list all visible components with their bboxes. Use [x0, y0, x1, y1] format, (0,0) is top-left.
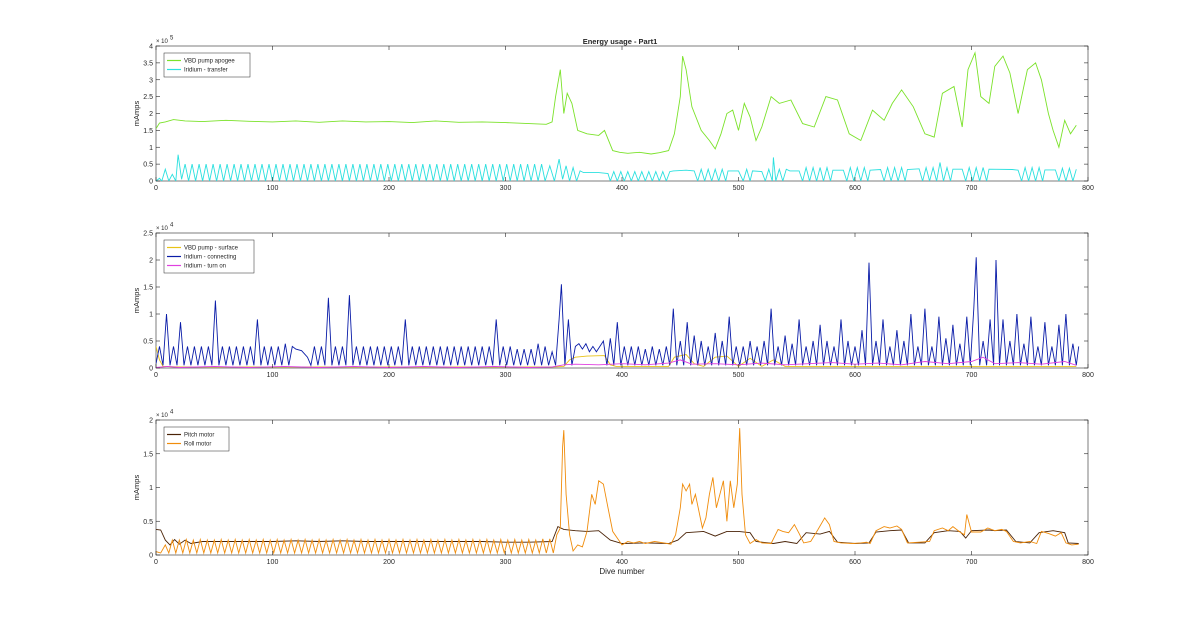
x-tick-label: 0 [154, 372, 158, 379]
y-tick-label: 1.5 [143, 128, 153, 135]
series-line-vbd-pump-apogee [156, 51, 1077, 155]
y-tick-label: 1.5 [143, 285, 153, 292]
y-tick-label: 0.5 [143, 162, 153, 169]
y-tick-label: 0 [149, 366, 153, 373]
plot-panel-3: 0 100 200 300 400 500 600 700 800 0 0.5 1 1.5 2× 104 m… [132, 410, 1094, 577]
y-axis-label: mAmps [132, 101, 141, 127]
axes-box [155, 419, 1089, 556]
y-tick-label: 2 [149, 111, 153, 118]
y-tick-label: 1 [149, 312, 153, 319]
y-tick-label: 2.5 [143, 94, 153, 101]
legend-label: Roll motor [184, 442, 211, 448]
figure-title: Energy usage - Part1 [583, 37, 658, 46]
x-tick-label: 0 [154, 185, 158, 192]
legend-label: VBD pump apogee [184, 59, 235, 65]
series-line-iridium-transfer [156, 154, 1077, 181]
series-line-iridium-turn-on [156, 356, 1077, 368]
x-tick-label: 500 [733, 185, 745, 192]
y-tick-label: 1 [149, 485, 153, 492]
legend-box [163, 426, 230, 452]
x-tick-label: 300 [500, 372, 512, 379]
x-tick-label: 400 [616, 559, 628, 566]
y-axis-multiplier-exponent: 4 [170, 223, 174, 229]
x-tick-label: 800 [1082, 559, 1094, 566]
x-tick-label: 100 [267, 372, 279, 379]
y-tick-label: 2.5 [143, 231, 153, 238]
y-tick-label: 3.5 [143, 60, 153, 67]
series-line-roll-motor [156, 428, 1079, 555]
x-tick-label: 600 [849, 372, 861, 379]
legend-label: Pitch motor [184, 433, 214, 439]
y-axis-label: mAmps [132, 475, 141, 501]
axes-box [155, 45, 1089, 182]
x-tick-label: 200 [383, 185, 395, 192]
legend-label: Iridium - connecting [184, 255, 236, 261]
y-axis-label: mAmps [132, 288, 141, 314]
y-tick-label: 0 [149, 179, 153, 186]
x-axis-label: Dive number [599, 567, 645, 576]
y-tick-label: 0.5 [143, 519, 153, 526]
plot-panel-2: 0 100 200 300 400 500 600 700 800 0 0.5 1 1.5 2 2.5× 1… [132, 223, 1094, 380]
legend-label: Iridium - turn on [184, 264, 226, 270]
legend-label: Iridium - transfer [184, 68, 228, 74]
series-line-iridium-connecting [156, 257, 1080, 367]
y-tick-label: 0.5 [143, 339, 153, 346]
x-tick-label: 700 [966, 559, 978, 566]
y-tick-label: 2 [149, 418, 153, 425]
x-tick-label: 100 [267, 559, 279, 566]
x-tick-label: 400 [616, 372, 628, 379]
plot-panel-1: 0 100 200 300 400 500 600 700 800 0 0.5 1 1.5 2 2.5 3 3.… [132, 36, 1094, 193]
y-axis-multiplier: × 10 [156, 413, 169, 419]
x-tick-label: 700 [966, 372, 978, 379]
x-tick-label: 700 [966, 185, 978, 192]
x-tick-label: 800 [1082, 185, 1094, 192]
axes-box [155, 232, 1089, 369]
y-tick-label: 1 [149, 145, 153, 152]
y-axis-multiplier: × 10 [156, 226, 169, 232]
x-tick-label: 500 [733, 372, 745, 379]
y-axis-multiplier: × 10 [156, 39, 169, 45]
x-tick-label: 300 [500, 559, 512, 566]
x-tick-label: 500 [733, 559, 745, 566]
x-tick-label: 100 [267, 185, 279, 192]
x-tick-label: 300 [500, 185, 512, 192]
y-tick-label: 2 [149, 258, 153, 265]
y-tick-label: 1.5 [143, 451, 153, 458]
x-tick-label: 200 [383, 559, 395, 566]
y-tick-label: 3 [149, 77, 153, 84]
legend-box [163, 52, 251, 78]
legend-label: VBD pump - surface [184, 246, 239, 252]
y-axis-multiplier-exponent: 4 [170, 410, 174, 416]
x-tick-label: 400 [616, 185, 628, 192]
x-tick-label: 0 [154, 559, 158, 566]
x-tick-label: 800 [1082, 372, 1094, 379]
x-tick-label: 200 [383, 372, 395, 379]
x-tick-label: 600 [849, 185, 861, 192]
y-axis-multiplier-exponent: 5 [170, 36, 174, 42]
x-tick-label: 600 [849, 559, 861, 566]
y-tick-label: 0 [149, 553, 153, 560]
y-tick-label: 4 [149, 44, 153, 51]
